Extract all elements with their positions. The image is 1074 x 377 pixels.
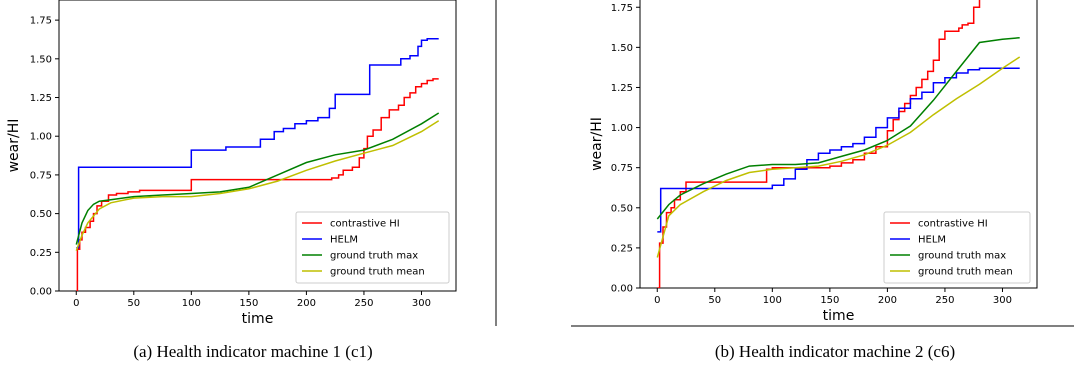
y-axis-label: wear/HI [6,119,22,173]
x-tick-label: 200 [297,298,316,309]
legend: contrastive HI HELM ground truth max ground… [295,211,450,284]
caption-a: (a) Health indicator machine 1 (c1) [133,342,372,361]
legend-label: contrastive HI [918,219,988,230]
plot-frame [58,0,457,292]
x-axis-label: time [242,311,274,327]
x-axis-label: time [823,308,855,324]
plot-frame [639,0,1038,289]
legend-box [883,211,1031,284]
series-line-ground-truth-max [75,112,440,245]
y-tick-label: 0.00 [30,287,52,298]
chart-panel-a: 0 50 100 150 200 250 300 0.00 0.25 0.50 0.75 1.00 1.… [6,0,457,327]
y-tick-label: 0.25 [30,248,52,259]
series-line-helm [657,67,1020,233]
x-tick-label: 250 [354,298,373,309]
x-tick-label: 100 [763,295,782,306]
x-tick-label: 300 [993,295,1012,306]
y-tick-label: 0.25 [611,243,633,254]
y-tick-label: 1.00 [30,132,52,143]
caption-b: (b) Health indicator machine 2 (c6) [715,342,955,361]
chart-panel-b: 0 50 100 150 200 250 300 0.00 0.25 0.50 0.75 1.00 1.… [589,0,1038,324]
y-tick-label: 0.75 [611,163,633,174]
legend-label: ground truth max [918,251,1006,262]
legend-box [295,211,450,284]
x-tick-label: 300 [412,298,431,309]
x-tick-label: 0 [654,295,660,306]
y-tick-label: 1.75 [611,3,633,14]
y-tick-label: 1.25 [30,93,52,104]
series-line-helm [76,37,439,249]
legend-label: HELM [330,235,358,246]
y-tick-label: 0.00 [611,284,633,295]
series-line-ground-truth-max [656,36,1020,220]
x-tick-label: 250 [935,295,954,306]
x-tick-label: 50 [708,295,721,306]
y-tick-label: 1.75 [30,16,52,27]
x-tick-label: 50 [127,298,140,309]
legend-label: HELM [918,235,946,246]
y-tick-label: 1.00 [611,123,633,134]
series-line-ground-truth-mean [75,120,440,252]
series-line-contrastive-hi [76,78,439,291]
x-tick-label: 200 [878,295,897,306]
legend-label: ground truth mean [918,267,1013,278]
x-tick-label: 0 [73,298,79,309]
x-tick-label: 150 [820,295,839,306]
legend-label: ground truth mean [330,267,425,278]
y-tick-label: 0.50 [611,203,633,214]
y-tick-label: 1.50 [30,54,52,65]
series-line-contrastive-hi [657,0,981,288]
legend-label: ground truth max [330,251,418,262]
x-tick-label: 100 [182,298,201,309]
x-tick-label: 150 [239,298,258,309]
y-axis-label: wear/HI [589,117,605,171]
series-line-ground-truth-mean [656,56,1021,258]
y-tick-label: 0.50 [30,209,52,220]
legend-label: contrastive HI [330,219,400,230]
legend: contrastive HI HELM ground truth max ground… [883,211,1031,284]
y-tick-label: 0.75 [30,170,52,181]
y-tick-label: 1.25 [611,83,633,94]
y-tick-label: 1.50 [611,43,633,54]
